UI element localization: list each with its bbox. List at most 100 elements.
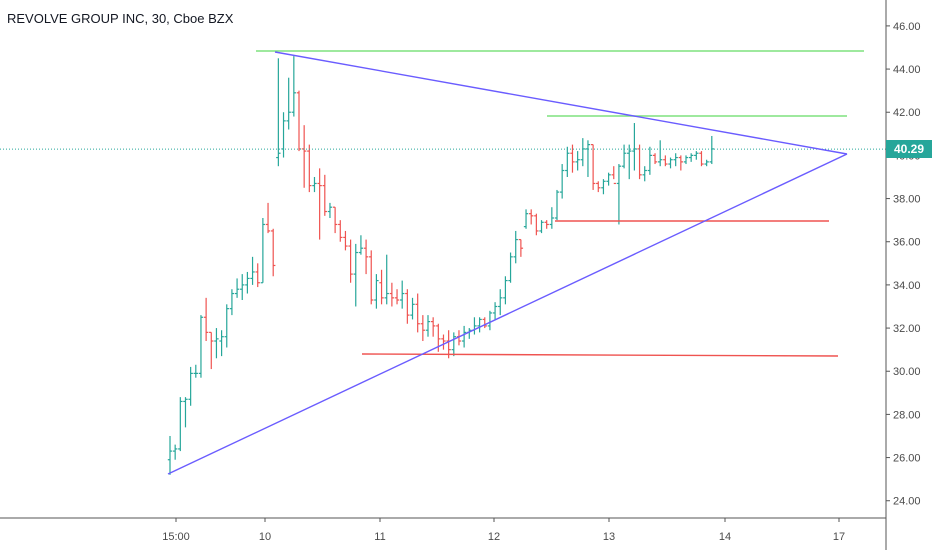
ohlc-bar <box>596 181 601 193</box>
ohlc-bar <box>167 435 173 475</box>
ohlc-bar <box>539 220 544 234</box>
ohlc-bar <box>508 252 513 283</box>
ohlc-bar <box>240 274 245 301</box>
ohlc-bar <box>518 238 524 257</box>
ohlc-bar <box>513 230 518 264</box>
support-line-lower[interactable] <box>361 353 839 357</box>
ohlc-bar <box>312 176 317 193</box>
ohlc-bar <box>338 220 343 242</box>
ohlc-bar <box>188 366 193 406</box>
ohlc-bar <box>472 317 477 335</box>
ohlc-bar <box>430 317 436 337</box>
ohlc-bar <box>590 144 596 190</box>
x-tick-label: 10 <box>259 531 271 543</box>
ohlc-bar <box>704 159 709 167</box>
ohlc-bar <box>405 289 410 324</box>
ohlc-bar <box>369 250 374 305</box>
ohlc-bar <box>549 207 555 229</box>
ohlc-bar <box>255 263 260 288</box>
y-tick-label: 26.00 <box>893 453 921 465</box>
ohlc-bar <box>374 274 379 309</box>
ascending-trendline[interactable] <box>167 153 848 475</box>
x-tick-label: 13 <box>603 531 615 543</box>
ohlc-bar <box>477 317 482 333</box>
ohlc-bar <box>647 146 653 175</box>
ohlc-bar <box>260 217 266 284</box>
price-bars <box>167 56 714 475</box>
ohlc-bar <box>296 90 302 152</box>
ohlc-bar <box>529 209 534 225</box>
price-scale[interactable] <box>886 0 932 550</box>
y-tick-label: 32.00 <box>893 323 921 335</box>
ohlc-bar <box>523 209 529 229</box>
ohlc-bar <box>229 289 235 316</box>
ohlc-bar <box>214 328 219 359</box>
ohlc-bar <box>301 125 307 188</box>
y-tick-label: 36.00 <box>893 237 921 249</box>
ohlc-bar <box>658 140 663 167</box>
ohlc-bar <box>673 153 678 167</box>
ohlc-bar <box>198 315 204 378</box>
ohlc-bar <box>492 302 498 320</box>
ohlc-bar <box>498 289 503 316</box>
descending-trendline[interactable] <box>274 51 848 155</box>
ohlc-bar <box>343 230 348 251</box>
time-scale[interactable] <box>0 518 886 550</box>
x-tick-label: 15:00 <box>162 531 190 543</box>
x-tick-label: 11 <box>374 531 385 543</box>
x-tick-label: 14 <box>719 531 731 543</box>
ohlc-bar <box>234 278 240 298</box>
ohlc-bar <box>317 168 322 240</box>
ohlc-bar <box>565 146 570 177</box>
ohlc-bar <box>322 174 327 216</box>
ohlc-bar <box>410 297 415 320</box>
ohlc-bar <box>327 202 333 218</box>
ohlc-bar <box>627 144 632 180</box>
ohlc-bar <box>178 397 183 452</box>
ohlc-bar <box>307 144 312 193</box>
chart-title: REVOLVE GROUP INC, 30, Cboe BZX <box>7 11 234 26</box>
y-tick-label: 24.00 <box>893 496 921 508</box>
ohlc-bar <box>601 179 606 195</box>
ohlc-bar <box>286 77 291 130</box>
ohlc-bar <box>250 256 255 285</box>
ohlc-bar <box>384 254 389 305</box>
ohlc-bar <box>245 271 250 294</box>
ohlc-bar <box>446 330 451 359</box>
ohlc-bar <box>209 331 214 370</box>
ohlc-bar <box>699 151 704 167</box>
y-tick-label: 38.00 <box>893 194 921 206</box>
ohlc-bar <box>172 444 178 460</box>
ohlc-bar <box>575 151 580 171</box>
ohlc-bar <box>389 282 395 307</box>
ohlc-bar <box>332 206 338 234</box>
ohlc-bar <box>554 189 560 221</box>
ohlc-bar <box>585 140 591 177</box>
ohlc-bar <box>358 235 364 255</box>
y-tick-label: 42.00 <box>893 107 921 119</box>
ohlc-bar <box>632 123 637 171</box>
ohlc-bar <box>193 364 198 378</box>
last-price-badge: 40.29 <box>886 140 932 159</box>
ohlc-bar <box>451 332 456 357</box>
ohlc-bar <box>203 297 209 342</box>
ohlc-bar <box>544 220 549 229</box>
ohlc-bar <box>482 317 487 329</box>
ohlc-bar <box>291 56 297 117</box>
ohlc-bar <box>663 155 668 167</box>
x-tick-label: 17 <box>833 531 845 543</box>
ohlc-bar <box>415 293 420 333</box>
ohlc-bar <box>271 228 276 277</box>
ohlc-bar <box>694 151 699 160</box>
y-tick-label: 28.00 <box>893 409 921 421</box>
ohlc-bar <box>709 135 714 165</box>
ohlc-bar <box>606 172 611 186</box>
ohlc-bar <box>224 304 229 348</box>
ohlc-bar <box>425 315 431 337</box>
ohlc-bar <box>379 269 384 305</box>
ohlc-bar <box>621 144 627 169</box>
ohlc-bar <box>394 289 400 305</box>
ohlc-bar <box>580 138 585 167</box>
